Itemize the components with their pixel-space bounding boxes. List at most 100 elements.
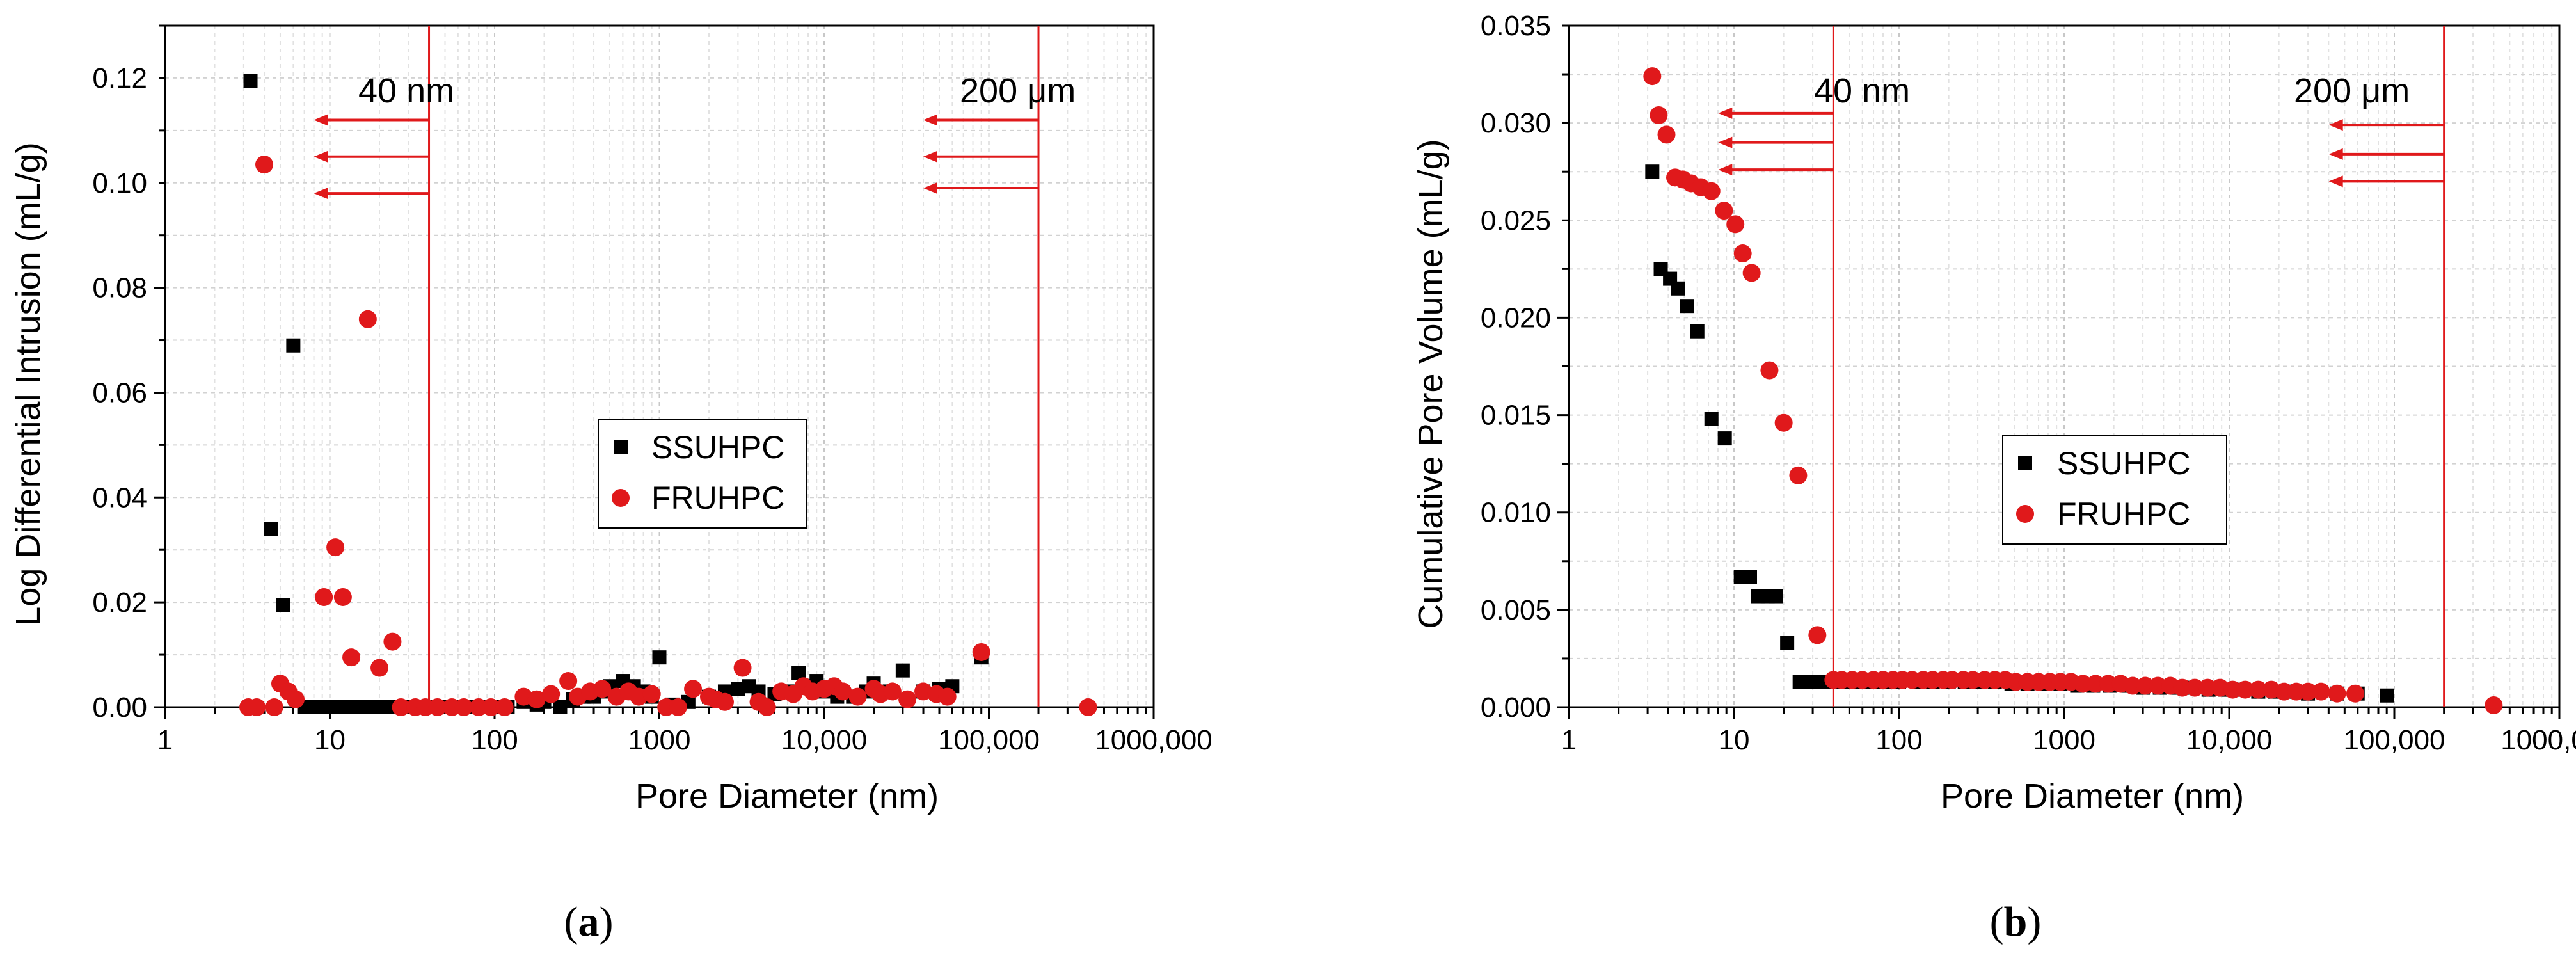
panel-a-point-fruhpc <box>333 588 352 606</box>
panel-b-legend: SSUHPC FRUHPC <box>2002 435 2227 545</box>
panel-a-legend-marker-ssuhpc <box>614 440 628 454</box>
panel-a-arrow-head <box>314 114 328 126</box>
panel-a-point-fruhpc <box>315 588 333 606</box>
panel-a-point-fruhpc <box>454 698 473 716</box>
panel-a-point-fruhpc <box>527 690 546 708</box>
panel-a-point-fruhpc <box>972 643 990 661</box>
panel-b-point-ssuhpc <box>1780 636 1795 650</box>
panel-b-x-tick-label: 100 <box>1875 724 1922 756</box>
panel-b-point-ssuhpc <box>1704 412 1719 426</box>
panel-a-point-fruhpc <box>883 682 902 701</box>
panel-b-data-points <box>1643 67 2503 714</box>
panel-a-arrow-head <box>314 188 328 200</box>
panel-b-point-ssuhpc <box>1680 299 1694 314</box>
panel-a-y-tick-labels: 0.00 0.02 0.04 0.06 0.08 0.10 0.12 <box>92 63 147 723</box>
panel-b-point-ssuhpc <box>1803 675 1818 689</box>
panel-a-point-ssuhpc <box>286 338 301 353</box>
panel-b-point-fruhpc <box>1643 67 1662 86</box>
panel-b-arrow-head <box>2328 175 2343 188</box>
panel-b-x-axis-title: Pore Diameter (nm) <box>1941 777 2244 815</box>
panel-b-x-tick-label: 1000 <box>2033 724 2095 756</box>
panel-a-point-fruhpc <box>593 680 612 698</box>
panel-a-point-fruhpc <box>642 685 661 703</box>
panel-b-point-ssuhpc <box>1671 281 1685 296</box>
panel-a-arrow-head <box>314 150 328 163</box>
panel-a-boundary-lines <box>428 26 1040 707</box>
panel-b-boundary-lines <box>1832 26 2445 707</box>
panel-a-point-fruhpc <box>495 698 514 716</box>
panel-a-y-tick-label: 0.02 <box>92 587 147 618</box>
panel-b-point-ssuhpc <box>1645 164 1660 179</box>
panel-a-point-fruhpc <box>938 687 957 706</box>
panel-b-point-fruhpc <box>1702 182 1721 200</box>
panel-b-y-tick-label: 0.025 <box>1481 205 1551 236</box>
panel-b-point-ssuhpc <box>1792 675 1807 689</box>
panel-b-point-ssuhpc <box>1690 324 1705 339</box>
panel-b-y-tick-label: 0.000 <box>1481 692 1551 723</box>
panel-b-y-tick-label: 0.030 <box>1481 108 1551 139</box>
panel-b-point-fruhpc <box>1650 106 1668 124</box>
panel-b-y-tick-label: 0.015 <box>1481 400 1551 431</box>
panel-a-point-ssuhpc <box>791 666 806 680</box>
panel-a-point-fruhpc <box>370 659 389 677</box>
panel-a-point-fruhpc <box>669 698 687 716</box>
panel-a-x-tick-label: 10,000 <box>781 724 868 756</box>
panel-a-annotation-200um: 200 μm <box>960 72 1076 110</box>
panel-a-x-tick-label: 100 <box>471 724 518 756</box>
panel-b-point-fruhpc <box>2223 680 2242 699</box>
panel-a-point-fruhpc <box>834 682 852 701</box>
panel-b-point-fruhpc <box>1742 264 1761 282</box>
panel-b-point-fruhpc <box>2186 678 2204 697</box>
panel-a-point-ssuhpc <box>264 522 278 536</box>
panel-a-point-fruhpc <box>287 690 305 708</box>
panel-a-y-tick-label: 0.00 <box>92 692 147 723</box>
panel-a-point-ssuhpc <box>895 663 910 678</box>
panel-a-x-tick-label: 1 <box>157 724 173 756</box>
panel-a-legend-marker-fruhpc <box>612 489 630 507</box>
panel-a-point-ssuhpc <box>243 74 258 88</box>
panel-a-point-fruhpc <box>758 698 776 716</box>
panel-a: 1 10 100 1000 10,000 100,000 1000,000 0.00 0.02… <box>9 24 1212 945</box>
panel-a-point-ssuhpc <box>276 598 290 612</box>
panel-b-gridlines <box>1568 26 2559 707</box>
panel-b-point-ssuhpc <box>1717 431 1732 446</box>
panel-b-x-tick-labels: 1 10 100 1000 10,000 100,000 1000,000 <box>1561 724 2576 756</box>
panel-a-x-tick-label: 1000 <box>628 724 691 756</box>
panel-a-point-fruhpc <box>358 310 377 328</box>
panel-b-point-fruhpc <box>1726 215 1745 234</box>
panel-b-arrow-head <box>1718 136 1733 148</box>
panel-a-point-fruhpc <box>715 692 734 711</box>
panel-b-caption: (b) <box>1990 899 2042 945</box>
panel-a-point-fruhpc <box>428 698 447 716</box>
panel-a-y-tick-label: 0.08 <box>92 273 147 304</box>
panel-a-y-axis-title: Log Differential Intrusion (mL/g) <box>9 142 47 625</box>
panel-b-point-fruhpc <box>2136 676 2154 695</box>
panel-a-arrow-head <box>923 114 938 126</box>
panel-a-x-axis-title: Pore Diameter (nm) <box>635 777 939 815</box>
panel-b-point-fruhpc <box>1715 202 1733 220</box>
panel-a-legend: SSUHPC FRUHPC <box>598 419 807 529</box>
panel-b-point-fruhpc <box>1774 413 1793 432</box>
panel-a-x-tick-label: 1000,000 <box>1095 724 1212 756</box>
panel-b-point-fruhpc <box>1808 626 1827 644</box>
panel-a-x-tick-labels: 1 10 100 1000 10,000 100,000 1000,000 <box>157 724 1212 756</box>
panel-a-point-fruhpc <box>265 698 283 716</box>
panel-a-x-tick-label: 10 <box>314 724 346 756</box>
panel-a-point-ssuhpc <box>731 682 745 696</box>
panel-a-point-fruhpc <box>470 698 488 716</box>
panel-b-x-tick-label: 10,000 <box>2186 724 2273 756</box>
panel-b-x-tick-label: 1 <box>1561 724 1577 756</box>
panel-b-point-fruhpc <box>2299 682 2318 701</box>
panel-a-point-fruhpc <box>383 632 402 651</box>
panel-a-point-fruhpc <box>255 156 274 174</box>
panel-b-point-fruhpc <box>2074 675 2092 693</box>
panel-a-point-fruhpc <box>684 680 703 698</box>
panel-a-caption: (a) <box>564 899 614 945</box>
panel-b-legend-marker-ssuhpc <box>2018 456 2032 470</box>
panel-b-y-tick-label: 0.010 <box>1481 497 1551 529</box>
panel-a-annotation-40nm: 40 nm <box>358 72 454 110</box>
panel-b-arrows <box>1718 107 2444 188</box>
panel-b-x-tick-label: 10 <box>1719 724 1750 756</box>
